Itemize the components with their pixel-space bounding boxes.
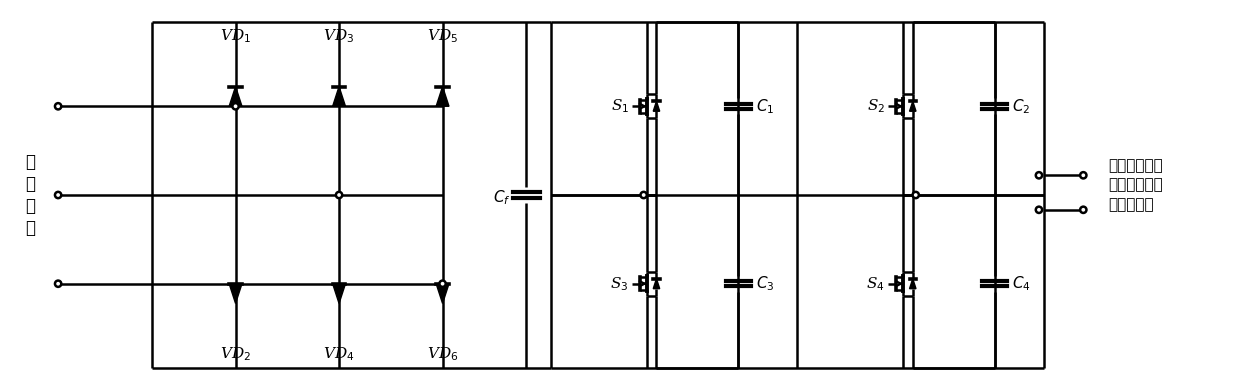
Polygon shape [332,87,346,106]
Circle shape [55,192,61,198]
Text: $C_2$: $C_2$ [1012,97,1030,115]
Text: VD$_6$: VD$_6$ [427,345,459,363]
Text: S$_4$: S$_4$ [867,275,885,292]
Text: $C_4$: $C_4$ [1012,275,1032,293]
Text: VD$_4$: VD$_4$ [324,345,355,363]
Text: 高压绕组短接
的特斯拉线圈
的低压绕组: 高压绕组短接 的特斯拉线圈 的低压绕组 [1109,158,1163,213]
Circle shape [1035,172,1042,179]
Circle shape [1080,207,1086,213]
Text: S$_2$: S$_2$ [867,98,885,115]
Text: VD$_3$: VD$_3$ [324,27,355,45]
Circle shape [1035,207,1042,213]
Text: S$_1$: S$_1$ [610,98,629,115]
Circle shape [439,280,445,287]
Text: VD$_2$: VD$_2$ [219,345,250,363]
Circle shape [232,103,239,110]
Polygon shape [909,101,916,111]
Polygon shape [436,284,449,303]
Polygon shape [653,279,660,289]
Text: $C_1$: $C_1$ [756,97,775,115]
Polygon shape [332,284,346,303]
Text: $C_3$: $C_3$ [756,275,775,293]
Text: $C_f$: $C_f$ [492,189,511,207]
Text: VD$_5$: VD$_5$ [427,27,458,45]
Polygon shape [653,101,660,111]
Circle shape [55,103,61,110]
Polygon shape [229,284,242,303]
Polygon shape [436,87,449,106]
Circle shape [913,192,919,198]
Circle shape [1080,172,1086,179]
Polygon shape [229,87,242,106]
Text: S$_3$: S$_3$ [610,275,629,292]
Polygon shape [909,279,916,289]
Circle shape [55,280,61,287]
Circle shape [336,192,342,198]
Text: VD$_1$: VD$_1$ [219,27,252,45]
Circle shape [641,192,647,198]
Text: 工
频
电
源: 工 频 电 源 [26,153,36,237]
